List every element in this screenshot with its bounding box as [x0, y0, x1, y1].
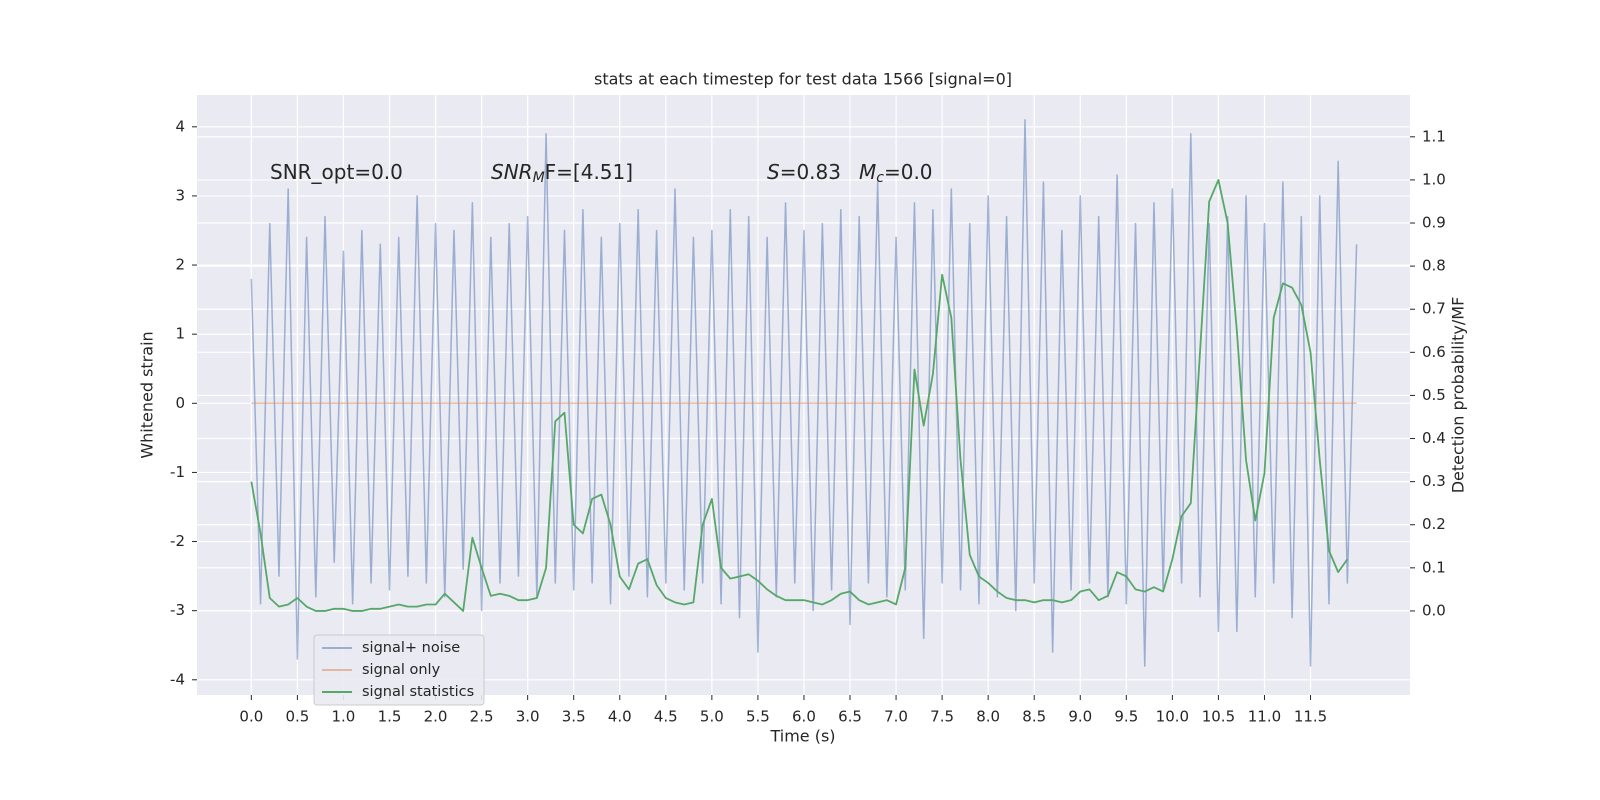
x-tick-label: 5.5 — [746, 708, 770, 726]
x-tick-label: 4.5 — [654, 708, 678, 726]
legend-box — [313, 634, 485, 706]
annotations: SNR_opt=0.0 SNRMF=[4.51] S=0.83 Mc=0.0 — [270, 160, 933, 187]
annotation-rest: =0.83 — [780, 160, 841, 184]
y-tick-label: -1 — [170, 463, 185, 481]
annotation-subscript: M — [533, 170, 545, 186]
x-tick-label: 11.5 — [1294, 708, 1327, 726]
y-tick-label: -4 — [170, 670, 185, 688]
y-tick-label: 3 — [175, 186, 185, 204]
annotation-symbol: S — [767, 160, 780, 184]
annotation: S=0.83 — [767, 160, 841, 184]
annotation-symbol: M — [859, 160, 876, 184]
legend-label: signal only — [362, 662, 441, 678]
x-tick-label: 3.5 — [562, 708, 586, 726]
annotation: SNR_opt=0.0 — [270, 160, 403, 184]
y-tick-label: -3 — [170, 601, 185, 619]
annotation: SNRMF=[4.51] — [491, 160, 633, 187]
annotation-rest: =0.0 — [884, 160, 933, 184]
chart-title: stats at each timestep for test data 156… — [594, 70, 1012, 89]
ticks: 0.0 0.5 1.0 1.5 2.0 2.5 3.0 3.5 4.0 4.5 5.0 5.5 6.0 6… — [170, 117, 1446, 725]
x-tick-label: 1.5 — [378, 708, 402, 726]
y2-tick-label: 0.6 — [1422, 343, 1446, 361]
y-tick-label: 2 — [175, 256, 185, 274]
x-tick-label: 5.0 — [700, 708, 724, 726]
x-tick-label: 1.0 — [332, 708, 356, 726]
y2-tick-label: 0.1 — [1422, 558, 1446, 576]
legend-label: signal+ noise — [362, 640, 460, 656]
y-tick-label: -2 — [170, 532, 185, 550]
y2-tick-label: 0.2 — [1422, 515, 1446, 533]
y-tick-label: 4 — [175, 117, 185, 135]
legend-label: signal statistics — [362, 684, 474, 700]
series-line — [250, 179, 1349, 612]
y2-tick-label: 1.0 — [1422, 170, 1446, 188]
x-tick-label: 8.5 — [1022, 708, 1046, 726]
y2-tick-label: 0.5 — [1422, 386, 1446, 404]
y2-tick-label: 1.1 — [1422, 127, 1446, 145]
series-line — [250, 119, 1358, 667]
annotation-subscript: c — [876, 170, 884, 186]
y2-tick-label: 0.3 — [1422, 472, 1446, 490]
x-tick-label: 6.0 — [792, 708, 816, 726]
legend: signal+ noise signal only signal statistic… — [313, 634, 485, 706]
x-tick-label: 6.5 — [838, 708, 862, 726]
y2-tick-label: 0.7 — [1422, 300, 1446, 318]
y-tick-label: 1 — [175, 325, 185, 343]
annotation-symbol: SNR — [491, 160, 533, 184]
x-tick-label: 7.0 — [884, 708, 908, 726]
x-tick-label: 10.5 — [1202, 708, 1235, 726]
x-tick-label: 11.0 — [1248, 708, 1281, 726]
x-tick-label: 0.0 — [239, 708, 263, 726]
x-tick-label: 10.0 — [1156, 708, 1189, 726]
annotation: Mc=0.0 — [859, 160, 933, 187]
x-axis-label: Time (s) — [769, 727, 835, 746]
x-tick-label: 8.0 — [976, 708, 1000, 726]
annotation-rest: F=[4.51] — [545, 160, 633, 184]
x-tick-label: 2.5 — [470, 708, 494, 726]
y2-tick-label: 0.0 — [1422, 601, 1446, 619]
x-tick-label: 9.5 — [1114, 708, 1138, 726]
x-tick-label: 4.0 — [608, 708, 632, 726]
y-axis-label: Whitened strain — [138, 331, 157, 458]
y2-tick-label: 0.8 — [1422, 257, 1446, 275]
y2-axis-label: Detection probability/MF — [1449, 297, 1468, 494]
x-tick-label: 7.5 — [930, 708, 954, 726]
marks — [250, 119, 1358, 667]
y2-tick-label: 0.4 — [1422, 429, 1446, 447]
x-tick-label: 2.0 — [424, 708, 448, 726]
annotation-text: SNR_opt=0.0 — [270, 160, 403, 184]
y-tick-label: 0 — [175, 394, 185, 412]
x-tick-label: 9.0 — [1068, 708, 1092, 726]
x-tick-label: 3.0 — [516, 708, 540, 726]
y2-tick-label: 0.9 — [1422, 214, 1446, 232]
x-tick-label: 0.5 — [285, 708, 309, 726]
